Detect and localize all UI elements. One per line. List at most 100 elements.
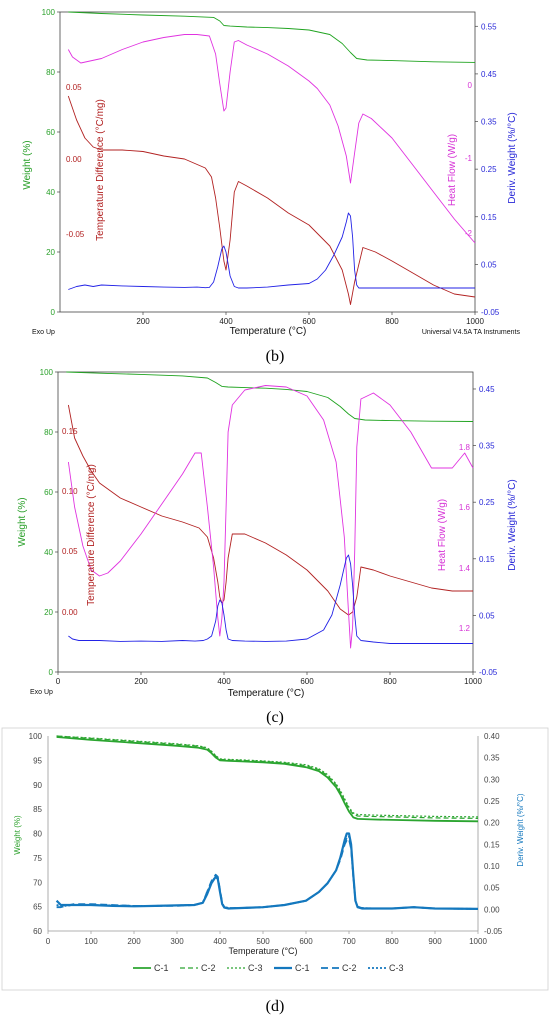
y-left-inner-tick-label: -0.05 bbox=[66, 230, 85, 239]
panel-c-y-left-inner-label: Temperature Difference (°C/mg) bbox=[86, 464, 97, 606]
y-left-tick-label: 20 bbox=[44, 608, 53, 617]
panel-b-series bbox=[67, 11, 476, 305]
y-left-tick-label: 60 bbox=[46, 128, 55, 137]
y-left-tick-label: 40 bbox=[44, 548, 53, 557]
y-left-tick-label: 20 bbox=[46, 248, 55, 257]
y-left-tick-label: 75 bbox=[33, 854, 42, 863]
series-line-weight bbox=[68, 11, 476, 63]
legend-label: C-3 bbox=[248, 963, 263, 973]
legend-label: C-2 bbox=[201, 963, 216, 973]
y-right-tick-label: -0.05 bbox=[479, 668, 498, 677]
series-line-right-c-3 bbox=[56, 835, 479, 910]
y-right-inner-tick-label: 1.0 bbox=[459, 0, 471, 2]
y-left-tick-label: 0 bbox=[49, 668, 54, 677]
series-line-heat-flow bbox=[67, 385, 474, 649]
y-left-tick-label: 70 bbox=[33, 878, 42, 887]
legend-label: C-1 bbox=[154, 963, 169, 973]
y-left-tick-label: 85 bbox=[33, 805, 42, 814]
y-left-tick-label: 80 bbox=[46, 68, 55, 77]
x-tick-label: 600 bbox=[302, 317, 316, 326]
panel-c-y-right-label: Deriv. Weight (%/°C) bbox=[507, 479, 518, 570]
y-left-tick-label: 60 bbox=[44, 488, 53, 497]
series-line-deriv bbox=[68, 212, 475, 290]
series-line-left-c-3 bbox=[56, 735, 479, 818]
y-right-tick-label: 0.15 bbox=[481, 213, 497, 222]
x-tick-label: 400 bbox=[213, 937, 227, 946]
y-right-tick-label: 0.35 bbox=[484, 754, 500, 763]
panel-d-ticks: 0 100 200 300 400 500 600 700 800 900 1000 60 65 70 75… bbox=[29, 732, 503, 946]
panel-b-y-left-inner-label: Temperature Difference (°C/mg) bbox=[95, 99, 106, 241]
x-tick-label: 1000 bbox=[466, 317, 484, 326]
panel-c-ticks: 0 200 400 600 800 10000204060801000.450.350.2… bbox=[40, 0, 498, 686]
y-right-tick-label: 0.45 bbox=[479, 385, 495, 394]
panel-d-y-left-label: Weight (%) bbox=[13, 815, 22, 855]
panel-d-legend: C-1 C-2 C-3 C-1 C-2 C-3 bbox=[133, 963, 404, 973]
y-right-inner-tick-label: 1.4 bbox=[459, 564, 471, 573]
y-right-tick-label: 0.25 bbox=[479, 498, 495, 507]
series-line-left-c-2 bbox=[56, 735, 479, 819]
legend-label: C-2 bbox=[342, 963, 357, 973]
x-tick-label: 200 bbox=[134, 677, 148, 686]
legend-label: C-3 bbox=[389, 963, 404, 973]
panel-b-y-left-label: Weight (%) bbox=[22, 140, 33, 189]
y-right-tick-label: 0.05 bbox=[481, 260, 497, 269]
x-tick-label: 400 bbox=[217, 677, 231, 686]
y-right-tick-label: 0.45 bbox=[481, 70, 497, 79]
panel-c-y-right-inner-label: Heat Flow (W/g) bbox=[437, 499, 448, 571]
panel-d-x-label: Temperature (°C) bbox=[228, 946, 297, 956]
x-tick-label: 1000 bbox=[464, 677, 482, 686]
y-right-tick-label: 0.40 bbox=[484, 732, 500, 741]
series-line-weight bbox=[66, 371, 474, 422]
panel-c-label: (c) bbox=[266, 709, 284, 726]
x-tick-label: 300 bbox=[170, 937, 184, 946]
y-right-tick-label: 0.10 bbox=[484, 862, 500, 871]
y-left-inner-tick-label: 0.00 bbox=[62, 608, 78, 617]
panel-b-instrument-note: Universal V4.5A TA Instruments bbox=[422, 329, 521, 336]
legend-label: C-1 bbox=[295, 963, 310, 973]
y-left-tick-label: 100 bbox=[42, 8, 56, 17]
y-left-inner-tick-label: 0.10 bbox=[62, 487, 78, 496]
series-line-left-c-1 bbox=[56, 736, 479, 823]
x-tick-label: 800 bbox=[385, 317, 399, 326]
x-tick-label: 0 bbox=[56, 677, 61, 686]
x-tick-label: 200 bbox=[136, 317, 150, 326]
y-right-tick-label: 0.35 bbox=[481, 118, 497, 127]
y-left-tick-label: 60 bbox=[33, 927, 42, 936]
y-left-tick-label: 100 bbox=[40, 368, 54, 377]
y-right-inner-tick-label: -2 bbox=[465, 229, 473, 238]
panel-b-label: (b) bbox=[266, 348, 285, 365]
x-tick-label: 900 bbox=[428, 937, 442, 946]
y-left-tick-label: 0 bbox=[51, 308, 56, 317]
y-left-tick-label: 90 bbox=[33, 781, 42, 790]
y-left-inner-tick-label: 0.15 bbox=[62, 427, 78, 436]
y-right-inner-tick-label: -1 bbox=[465, 154, 473, 163]
panel-b-x-label: Temperature (°C) bbox=[230, 326, 307, 337]
x-tick-label: 200 bbox=[127, 937, 141, 946]
y-right-tick-label: 0.55 bbox=[481, 22, 497, 31]
series-line-temp-diff bbox=[67, 404, 473, 616]
panel-b-y-right-inner-label: Heat Flow (W/g) bbox=[447, 134, 458, 206]
series-line-deriv bbox=[68, 554, 473, 644]
panel-d-y-right-label: Deriv. Weight (%/°C) bbox=[516, 793, 525, 866]
series-line-heat-flow bbox=[67, 34, 476, 244]
x-tick-label: 600 bbox=[299, 937, 313, 946]
panel-c-series bbox=[66, 371, 474, 649]
y-right-tick-label: 0.25 bbox=[484, 797, 500, 806]
panel-b-y-right-label: Deriv. Weight (%/°C) bbox=[507, 112, 518, 203]
panel-d-frame bbox=[1, 727, 549, 991]
x-tick-label: 800 bbox=[383, 677, 397, 686]
y-right-tick-label: 0.05 bbox=[479, 611, 495, 620]
x-tick-label: 1000 bbox=[469, 937, 487, 946]
y-left-inner-tick-label: 0.05 bbox=[62, 547, 78, 556]
y-left-tick-label: 65 bbox=[33, 903, 42, 912]
y-left-tick-label: 80 bbox=[33, 830, 42, 839]
y-left-tick-label: 40 bbox=[46, 188, 55, 197]
y-right-inner-tick-label: 1.8 bbox=[459, 443, 471, 452]
panel-b-exo-up: Exo Up bbox=[32, 329, 55, 336]
y-right-tick-label: 0.25 bbox=[481, 165, 497, 174]
y-right-tick-label: 0.15 bbox=[484, 840, 500, 849]
panel-c-exo-up: Exo Up bbox=[30, 689, 53, 696]
y-right-tick-label: 0.00 bbox=[484, 905, 500, 914]
y-right-tick-label: 0.30 bbox=[484, 775, 500, 784]
